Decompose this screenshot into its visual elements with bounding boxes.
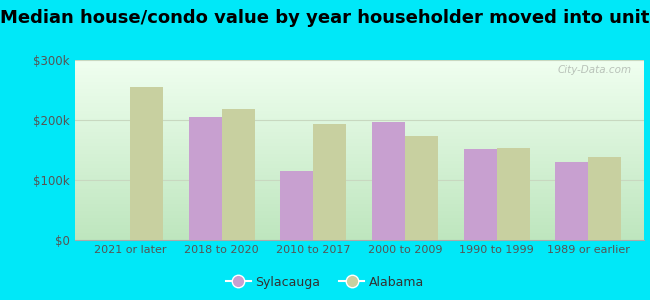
Bar (130, 87, 162, 240)
Bar (463, 149, 497, 240)
Bar (588, 157, 621, 240)
Bar (556, 162, 588, 240)
Bar (405, 136, 438, 240)
Legend: Sylacauga, Alabama: Sylacauga, Alabama (220, 271, 430, 294)
Text: Median house/condo value by year householder moved into unit: Median house/condo value by year househo… (0, 9, 650, 27)
Bar (222, 109, 255, 240)
Text: City-Data.com: City-Data.com (558, 65, 632, 75)
Bar (280, 171, 313, 240)
Bar (372, 122, 405, 240)
Bar (313, 124, 346, 240)
Bar (188, 117, 222, 240)
Bar (497, 148, 530, 240)
